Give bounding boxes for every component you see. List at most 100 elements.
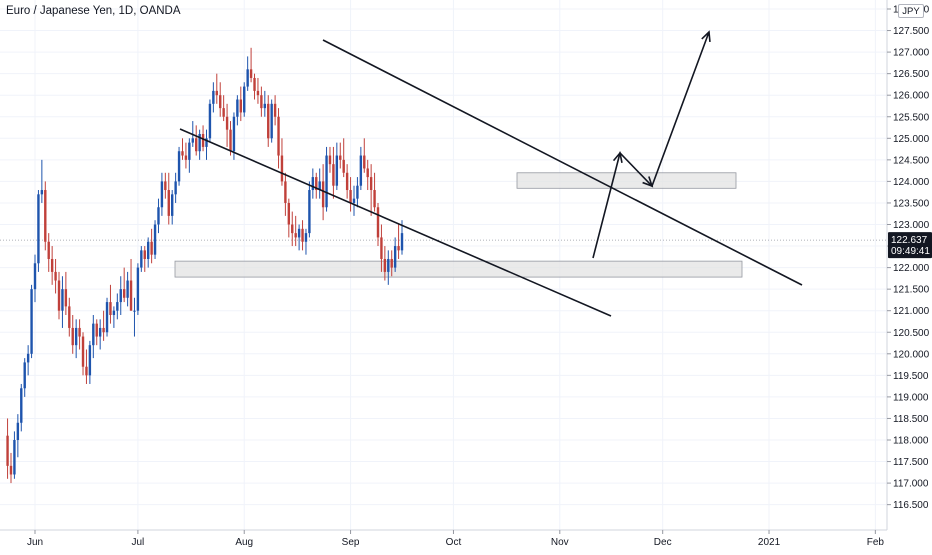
candle-body xyxy=(40,190,44,195)
candle xyxy=(369,164,373,216)
candle xyxy=(81,332,85,376)
price-tick-label: 126.500 xyxy=(893,69,930,80)
candle xyxy=(16,414,20,458)
candle xyxy=(280,138,284,186)
candle-body xyxy=(239,99,242,113)
currency-label[interactable]: JPY xyxy=(898,4,924,18)
price-tick-label: 120.500 xyxy=(893,328,930,339)
countdown-timer: 09:49:41 xyxy=(891,246,930,257)
candle xyxy=(287,198,291,238)
candle-body xyxy=(301,228,304,242)
candle-body xyxy=(9,465,13,475)
candle-body xyxy=(376,207,380,238)
price-tick-label: 119.000 xyxy=(893,392,929,403)
candle-body xyxy=(321,181,325,208)
candle-body xyxy=(273,103,277,117)
candle xyxy=(116,293,119,320)
candle-body xyxy=(260,95,263,109)
candle xyxy=(33,254,37,303)
candle xyxy=(328,146,332,173)
candle xyxy=(20,383,23,432)
candle-body xyxy=(277,116,280,156)
channel-upper-line xyxy=(322,39,803,286)
price-tick-label: 124.000 xyxy=(893,177,930,188)
time-tick-label: Jul xyxy=(132,537,145,548)
candle xyxy=(301,220,304,251)
candle xyxy=(243,82,246,117)
candle xyxy=(263,90,267,117)
candle-body xyxy=(95,323,98,337)
candle xyxy=(345,164,349,199)
candle xyxy=(212,82,215,113)
time-tick-label: Aug xyxy=(235,537,253,548)
candle xyxy=(68,297,71,337)
time-tick-label: 2021 xyxy=(758,537,781,548)
candle-body xyxy=(92,323,95,346)
candle xyxy=(256,77,260,104)
candle-body xyxy=(284,181,287,203)
candle-body xyxy=(33,263,37,290)
candle-body xyxy=(140,250,143,268)
candle xyxy=(98,319,102,350)
candle-body xyxy=(208,103,212,139)
candle-body xyxy=(249,69,253,78)
channel-lower-line xyxy=(179,128,612,317)
candle xyxy=(239,86,242,122)
candle-body xyxy=(311,177,315,191)
candle-body xyxy=(339,155,342,160)
candle xyxy=(164,172,167,199)
time-tick-label: Oct xyxy=(446,537,462,548)
candle xyxy=(95,319,98,346)
candle-body xyxy=(160,181,164,208)
time-tick-label: Jun xyxy=(27,537,43,548)
candle xyxy=(167,172,170,225)
candle-body xyxy=(219,95,222,109)
candle xyxy=(390,250,393,277)
price-tick-label: 125.000 xyxy=(893,134,930,145)
candle xyxy=(47,233,50,272)
candle xyxy=(249,47,253,83)
candle xyxy=(304,228,308,255)
candle-body xyxy=(356,185,359,199)
candle-body xyxy=(366,168,369,178)
candle xyxy=(332,146,335,199)
candle xyxy=(339,142,342,169)
candle xyxy=(208,99,212,143)
candle-body xyxy=(44,190,47,242)
candle xyxy=(143,246,146,272)
candle-body xyxy=(129,280,133,311)
price-tick-label: 127.500 xyxy=(893,26,930,37)
price-tick-label: 123.000 xyxy=(893,220,930,231)
candle xyxy=(373,172,376,212)
candle xyxy=(267,95,270,147)
candle-body xyxy=(229,129,232,152)
candle-body xyxy=(332,164,335,186)
candle xyxy=(359,146,363,191)
candle-body xyxy=(400,233,404,251)
arrow-head-icon xyxy=(701,30,711,43)
candle xyxy=(102,310,105,341)
candle xyxy=(342,138,345,178)
candle xyxy=(61,276,64,328)
last-price-tag-bg xyxy=(888,232,932,259)
candle xyxy=(44,181,47,251)
candle-body xyxy=(342,159,345,173)
candle xyxy=(195,125,198,156)
candle xyxy=(321,164,325,221)
candle xyxy=(9,452,13,484)
candle-body xyxy=(50,258,54,272)
candle xyxy=(270,99,273,143)
candle-body xyxy=(318,181,321,191)
candle-body xyxy=(47,241,50,259)
candle xyxy=(64,271,68,316)
candle-body xyxy=(122,289,126,298)
candle-body xyxy=(297,228,301,238)
candle-body xyxy=(174,181,177,195)
candle-body xyxy=(191,138,194,143)
candle xyxy=(112,306,116,328)
candle xyxy=(363,138,366,173)
candle-body xyxy=(397,246,400,251)
price-tick-label: 121.000 xyxy=(893,306,930,317)
